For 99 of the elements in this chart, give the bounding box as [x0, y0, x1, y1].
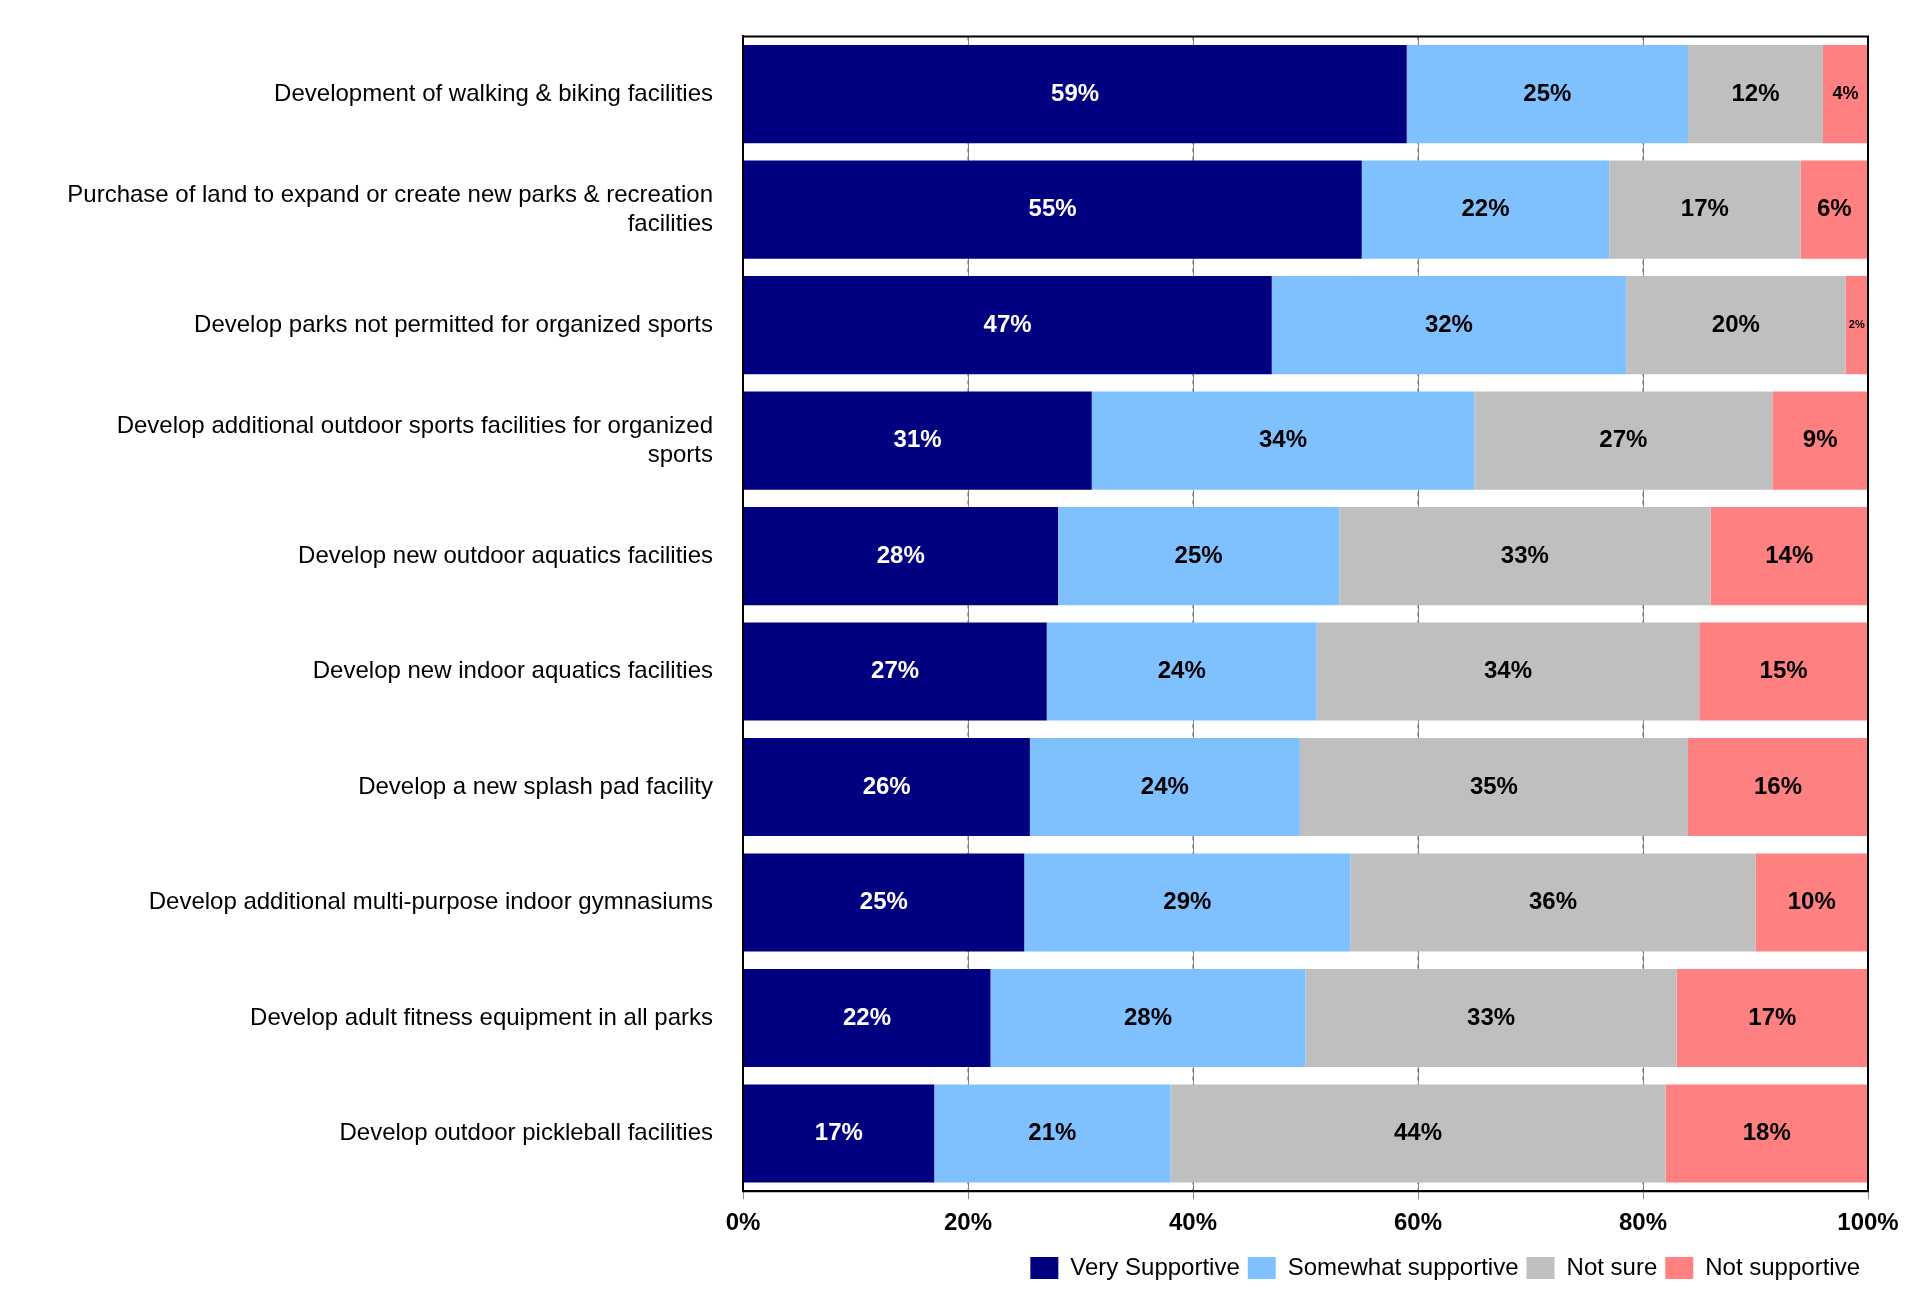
bar	[1800, 160, 1868, 259]
bar	[1058, 506, 1340, 606]
bar	[743, 276, 1272, 375]
data-label: 21%	[1028, 1118, 1077, 1146]
bar	[1688, 45, 1823, 144]
y-tick-label: Develop parks not permitted for organized sports	[194, 309, 713, 337]
bar	[1823, 45, 1868, 144]
bar	[1609, 160, 1801, 259]
data-label: 18%	[1742, 1118, 1791, 1146]
x-tick-label: 20%	[943, 1208, 993, 1236]
bar	[1755, 853, 1868, 952]
data-label: 14%	[1765, 540, 1814, 568]
bar	[1170, 1084, 1666, 1183]
data-label: 2%	[1848, 318, 1865, 331]
y-tick-label: Develop additional multi-purpose indoor gymnasiums	[148, 887, 713, 915]
x-tick-label: 60%	[1393, 1208, 1443, 1236]
data-label: 34%	[1483, 656, 1533, 684]
data-label: 31%	[893, 425, 942, 453]
y-tick-label: Develop outdoor pickleball facilities	[339, 1118, 713, 1146]
bar	[1710, 506, 1868, 606]
data-label: 16%	[1753, 771, 1803, 799]
bar	[743, 737, 1030, 837]
bar	[1665, 1084, 1868, 1183]
data-label: 22%	[842, 1002, 892, 1030]
bar	[934, 1084, 1171, 1183]
data-label: 20%	[1711, 309, 1760, 337]
data-label: 28%	[1123, 1002, 1173, 1030]
data-label: 35%	[1469, 771, 1518, 799]
y-tick-label: Development of walking & biking facilities	[274, 78, 713, 106]
data-label: 9%	[1802, 425, 1838, 453]
y-tick-label: Develop new outdoor aquatics facilities	[298, 540, 713, 568]
data-label: 33%	[1500, 540, 1549, 568]
data-label: 28%	[876, 540, 925, 568]
bar	[743, 506, 1058, 606]
bar	[743, 391, 1092, 490]
y-tick-label: Develop a new splash pad facility	[358, 771, 713, 799]
data-label: 29%	[1163, 887, 1212, 915]
bar	[990, 968, 1306, 1068]
data-label: 25%	[859, 887, 908, 915]
bar	[1772, 391, 1868, 490]
data-label: 22%	[1461, 194, 1510, 222]
bar	[743, 1084, 935, 1183]
y-tick-label: Develop additional outdoor sports facilities for organized sports	[116, 410, 713, 467]
bar	[1046, 622, 1317, 721]
data-label: 55%	[1028, 194, 1077, 222]
bar	[1350, 853, 1756, 952]
bar	[1091, 391, 1475, 490]
data-label: 59%	[1051, 78, 1100, 106]
x-tick-label: 100%	[1837, 1208, 1899, 1236]
bar	[743, 968, 991, 1068]
data-label: 27%	[871, 656, 920, 684]
data-label: 36%	[1528, 887, 1578, 915]
x-tick-label: 0%	[725, 1208, 761, 1236]
data-label: 4%	[1832, 83, 1859, 104]
bar	[1316, 622, 1700, 721]
data-label: 24%	[1157, 656, 1206, 684]
bar	[1688, 737, 1868, 837]
x-tick-label: 40%	[1168, 1208, 1218, 1236]
bar	[743, 853, 1025, 952]
data-label: 6%	[1816, 194, 1852, 222]
data-label: 17%	[1680, 194, 1729, 222]
data-label: 26%	[862, 771, 911, 799]
bar	[743, 622, 1047, 721]
data-label: 44%	[1393, 1118, 1443, 1146]
bar	[1299, 737, 1688, 837]
data-label: 24%	[1140, 771, 1189, 799]
y-tick-label: Develop adult fitness equipment in all parks	[250, 1002, 713, 1030]
bar	[743, 45, 1407, 144]
data-label: 47%	[983, 309, 1032, 337]
data-label: 10%	[1787, 887, 1836, 915]
data-label: 17%	[1748, 1002, 1797, 1030]
data-label: 12%	[1731, 78, 1780, 106]
data-label: 27%	[1599, 425, 1648, 453]
legend-label: Not sure	[1566, 1252, 1658, 1280]
y-tick-label: Purchase of land to expand or create new parks & recreation facilities	[67, 179, 713, 236]
bar	[1676, 968, 1868, 1068]
legend-label: Not supportive	[1705, 1252, 1860, 1280]
y-tick-label: Develop new indoor aquatics facilities	[312, 656, 713, 684]
bar	[743, 160, 1362, 259]
legend-label: Very Supportive	[1070, 1252, 1240, 1280]
bar	[1474, 391, 1773, 490]
bar	[1626, 276, 1846, 375]
x-tick-label: 80%	[1618, 1208, 1668, 1236]
data-label: 34%	[1258, 425, 1308, 453]
bar	[1339, 506, 1711, 606]
data-label: 25%	[1523, 78, 1572, 106]
data-label: 33%	[1467, 1002, 1516, 1030]
legend-label: Somewhat supportive	[1287, 1252, 1519, 1280]
data-label: 25%	[1174, 540, 1223, 568]
bar	[1024, 853, 1351, 952]
bar	[1361, 160, 1610, 259]
bar	[1029, 737, 1300, 837]
data-label: 32%	[1424, 309, 1473, 337]
data-label: 15%	[1759, 656, 1808, 684]
bar	[1271, 276, 1627, 375]
bar	[1699, 622, 1868, 721]
data-label: 17%	[814, 1118, 863, 1146]
bar	[1406, 45, 1688, 144]
bar	[1305, 968, 1677, 1068]
